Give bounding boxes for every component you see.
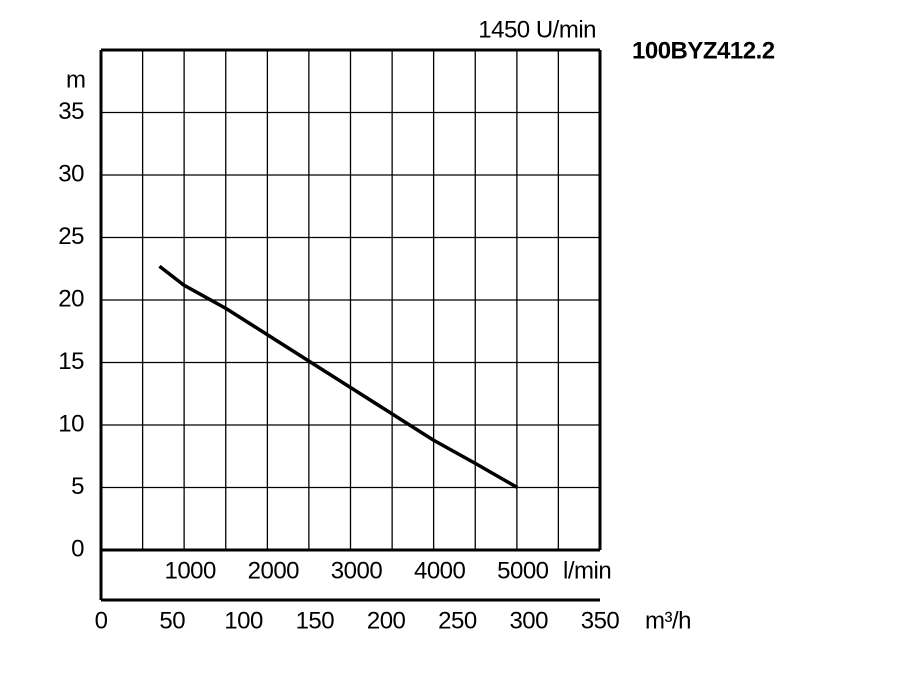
y-tick-label: 10 [58, 410, 84, 437]
chart-title: 100BYZ412.2 [632, 37, 775, 64]
x2-tick-label: 1000 [164, 557, 216, 584]
y-tick-label: 0 [71, 535, 84, 562]
x2-tick-label: 4000 [414, 557, 466, 584]
y-tick-label: 25 [58, 223, 84, 250]
y-tick-label: 35 [58, 98, 84, 125]
x-tick-label: 50 [159, 607, 185, 634]
y-tick-label: 30 [58, 160, 84, 187]
y-axis-label: m [66, 66, 86, 93]
x2-axis-label: l/min [563, 557, 611, 584]
x-tick-label: 200 [367, 607, 406, 634]
y-tick-label: 5 [71, 473, 84, 500]
x-tick-label: 350 [581, 607, 620, 634]
x-tick-label: 300 [509, 607, 548, 634]
x2-tick-label: 3000 [331, 557, 383, 584]
x2-tick-label: 2000 [248, 557, 300, 584]
y-tick-label: 15 [58, 348, 84, 375]
x-tick-label: 250 [438, 607, 477, 634]
curve [158, 264, 519, 490]
x-tick-label: 100 [224, 607, 263, 634]
x-tick-label: 0 [95, 607, 108, 634]
x-tick-label: 150 [296, 607, 335, 634]
chart-subtitle: 1450 U/min [478, 16, 596, 43]
y-tick-label: 20 [58, 285, 84, 312]
x-axis-label: m³/h [645, 607, 691, 634]
x2-tick-label: 5000 [497, 557, 549, 584]
